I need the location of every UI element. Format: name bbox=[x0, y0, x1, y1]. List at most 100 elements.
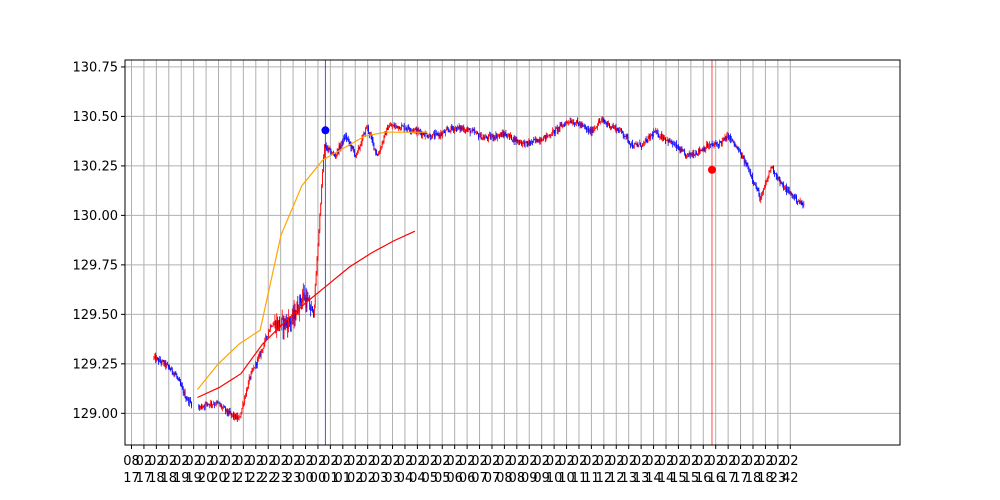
candle-body bbox=[622, 132, 624, 136]
candle-body bbox=[575, 123, 576, 125]
candle-body bbox=[690, 154, 692, 156]
candle-body bbox=[577, 122, 579, 124]
candle-body bbox=[366, 127, 367, 129]
candle-body bbox=[398, 126, 400, 129]
x-tick-label: 01 bbox=[335, 471, 352, 486]
x-tick-label: 02 bbox=[173, 454, 190, 469]
candle-body bbox=[786, 189, 788, 193]
x-tick-label: 17 bbox=[136, 471, 153, 486]
candle-body bbox=[681, 148, 683, 151]
candle-body bbox=[417, 128, 419, 133]
candle-body bbox=[666, 139, 668, 141]
x-tick-label: 20 bbox=[198, 471, 215, 486]
candle-body bbox=[556, 128, 558, 132]
candle-body bbox=[241, 408, 243, 414]
candle-body bbox=[530, 143, 532, 144]
x-axis: 08 17 02 17 02 18 02 18 02 19 02 19 02 20 02 20 02 21 02 21… bbox=[123, 445, 799, 486]
x-tick-label: 02 bbox=[285, 454, 302, 469]
x-tick-label: 00 bbox=[297, 471, 314, 486]
candle-body bbox=[466, 129, 467, 131]
candle-body bbox=[669, 139, 671, 143]
candle-body bbox=[557, 127, 559, 132]
candle-body bbox=[752, 175, 753, 181]
candle-body bbox=[564, 124, 565, 126]
candle-body bbox=[270, 325, 272, 327]
candle-body bbox=[744, 160, 746, 163]
candle-body bbox=[712, 145, 714, 146]
candle-body bbox=[675, 143, 676, 145]
candle-body bbox=[632, 142, 633, 148]
candle-body bbox=[599, 121, 600, 123]
candle-body bbox=[533, 139, 535, 140]
candle-body bbox=[395, 125, 397, 127]
x-tick-label: 02 bbox=[558, 454, 575, 469]
candle-body bbox=[780, 181, 782, 183]
vertical-markers bbox=[324, 60, 713, 445]
candle-body bbox=[604, 121, 606, 123]
x-tick-label: 09 bbox=[521, 471, 538, 486]
candle-body bbox=[377, 154, 378, 156]
candle-body bbox=[635, 144, 637, 145]
candle-body bbox=[446, 128, 448, 130]
candle-body bbox=[266, 336, 268, 338]
candle-body bbox=[751, 175, 753, 177]
candle-body bbox=[745, 160, 747, 166]
candle-body bbox=[269, 325, 271, 330]
candle-body bbox=[526, 141, 528, 144]
candle-body bbox=[584, 126, 586, 128]
candle-body bbox=[440, 133, 442, 137]
x-tick-label: 19 bbox=[173, 471, 190, 486]
candle-body bbox=[165, 361, 167, 367]
candle-body bbox=[683, 150, 685, 152]
candle-body bbox=[762, 192, 764, 195]
candle-body bbox=[198, 406, 200, 408]
candle-body bbox=[384, 132, 386, 136]
candle-body bbox=[791, 194, 793, 196]
candle-body bbox=[519, 140, 521, 144]
candle-body bbox=[354, 151, 356, 156]
candle-body bbox=[428, 136, 430, 138]
candle-body bbox=[802, 204, 804, 206]
candle-body bbox=[341, 140, 343, 145]
candle-body bbox=[222, 407, 224, 409]
candle-body bbox=[711, 143, 713, 146]
candle-body bbox=[676, 145, 678, 149]
candle-body bbox=[482, 137, 484, 138]
candle-body bbox=[172, 372, 174, 375]
candle-body bbox=[615, 126, 617, 132]
candle-body bbox=[182, 388, 184, 394]
x-tick-label: 02 bbox=[397, 454, 414, 469]
candle-body bbox=[764, 183, 766, 188]
candle-body bbox=[738, 148, 740, 152]
candle-body bbox=[228, 411, 230, 415]
candle-body bbox=[620, 128, 621, 131]
candle-body bbox=[547, 135, 549, 137]
candle-body bbox=[178, 378, 180, 380]
candle-body bbox=[246, 389, 247, 396]
candle-body bbox=[244, 397, 246, 404]
candle-body bbox=[493, 137, 495, 139]
candle-body bbox=[461, 127, 463, 129]
point-marker bbox=[707, 165, 716, 174]
candle-body bbox=[189, 400, 191, 404]
candle-body bbox=[360, 144, 362, 146]
candle-body bbox=[489, 134, 491, 139]
candle-body bbox=[642, 143, 643, 147]
candle-body bbox=[525, 141, 527, 143]
candle-body bbox=[800, 201, 802, 203]
candle-body bbox=[693, 153, 695, 156]
candle-body bbox=[219, 403, 221, 406]
x-tick-label: 02 bbox=[757, 454, 774, 469]
candle-body bbox=[236, 415, 237, 419]
candle-body bbox=[796, 195, 797, 202]
x-tick-label: 02 bbox=[359, 454, 376, 469]
candle-body bbox=[725, 136, 727, 141]
candle-body bbox=[471, 129, 473, 132]
candle-body bbox=[603, 119, 605, 122]
x-tick-label: 11 bbox=[571, 471, 588, 486]
candle-body bbox=[453, 128, 455, 131]
candle-body bbox=[549, 135, 551, 137]
candle-body bbox=[592, 130, 594, 133]
x-tick-label: 07 bbox=[471, 471, 488, 486]
x-tick-label: 02 bbox=[347, 454, 364, 469]
